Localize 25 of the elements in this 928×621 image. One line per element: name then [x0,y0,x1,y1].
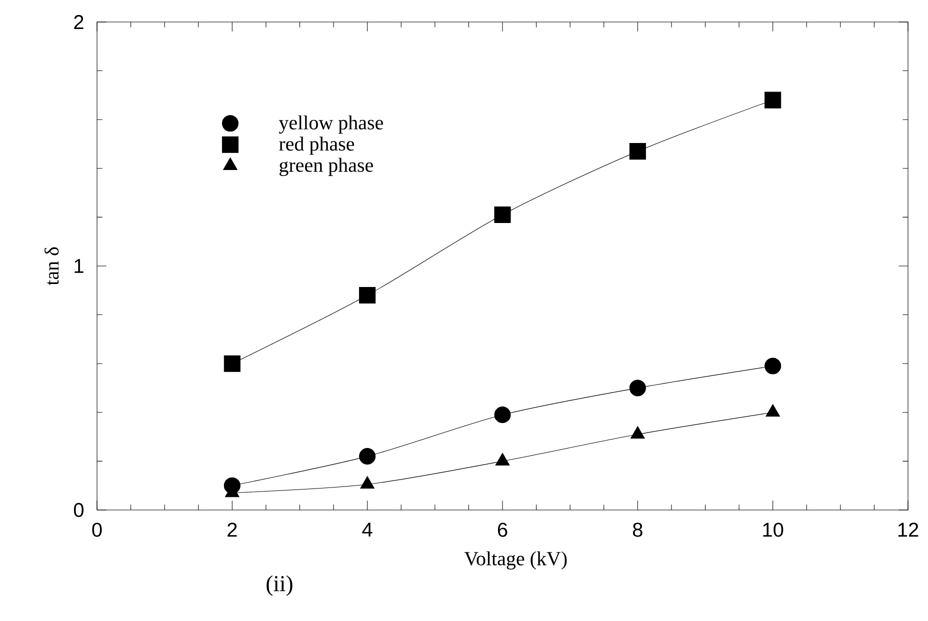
point [494,406,511,424]
x-tick-label: 8 [632,522,642,537]
x-tick-label: 4 [362,522,372,536]
y-tick-label: 2 [74,15,84,29]
legend-label: green phase [280,158,373,176]
legend-label: red phase [279,136,354,155]
point [224,355,240,372]
point [359,287,376,304]
point [629,143,646,160]
legend-label: yellow phase [278,115,383,134]
y-tick-label: 0 [74,502,84,518]
y-tick-label: 1 [74,259,84,273]
point [494,206,511,224]
x-tick-label: 12 [898,522,918,537]
x-tick-label: 2 [228,522,237,537]
point [629,380,646,396]
text: (ii) [266,575,292,596]
point [764,358,782,374]
x-tick-label: 10 [763,522,784,537]
x-tick-label: 6 [498,522,508,537]
x-tick-label: 0 [92,522,102,537]
point [764,92,782,108]
y-axis-title: tan δ [44,247,59,286]
point [359,448,376,465]
x-axis-title: Voltage (kV) [464,551,567,570]
